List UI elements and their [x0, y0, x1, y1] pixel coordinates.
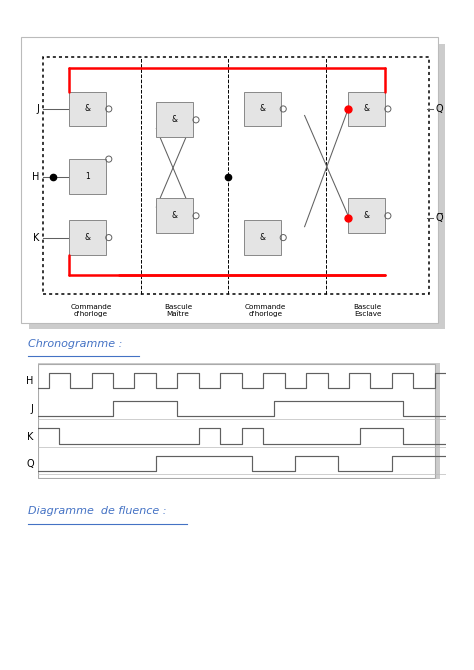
Text: J: J: [36, 104, 39, 114]
Bar: [348, 92, 385, 127]
Text: &: &: [172, 211, 178, 220]
Text: &: &: [85, 105, 91, 113]
Text: Q̅: Q̅: [436, 213, 443, 223]
Text: H: H: [32, 172, 39, 182]
Bar: [69, 220, 106, 255]
Text: Chronogramme :: Chronogramme :: [27, 339, 122, 348]
Text: K: K: [33, 232, 39, 243]
Text: &: &: [85, 233, 91, 242]
Bar: [348, 198, 385, 233]
Text: &: &: [364, 105, 370, 113]
Bar: [156, 103, 193, 137]
FancyBboxPatch shape: [21, 37, 438, 323]
Text: Bascule
Maître: Bascule Maître: [164, 304, 192, 318]
Text: Commande
d'horloge: Commande d'horloge: [245, 304, 286, 318]
Text: &: &: [259, 233, 265, 242]
Text: &: &: [259, 105, 265, 113]
FancyBboxPatch shape: [38, 363, 439, 478]
Text: J: J: [31, 404, 34, 414]
Bar: [69, 159, 106, 194]
Text: Bascule
Esclave: Bascule Esclave: [354, 304, 382, 318]
FancyBboxPatch shape: [38, 364, 435, 478]
Text: K: K: [27, 431, 34, 442]
Text: Q: Q: [436, 104, 443, 114]
FancyBboxPatch shape: [28, 44, 445, 329]
Bar: [244, 92, 281, 127]
Text: &: &: [364, 211, 370, 220]
Text: Diagramme  de fluence :: Diagramme de fluence :: [27, 507, 166, 516]
Text: Commande
d'horloge: Commande d'horloge: [70, 304, 111, 318]
Text: H: H: [26, 377, 34, 387]
Text: Q: Q: [26, 460, 34, 470]
Bar: [244, 220, 281, 255]
Bar: [156, 198, 193, 233]
Bar: [69, 92, 106, 127]
Text: &: &: [172, 115, 178, 125]
Text: 1: 1: [85, 172, 90, 181]
